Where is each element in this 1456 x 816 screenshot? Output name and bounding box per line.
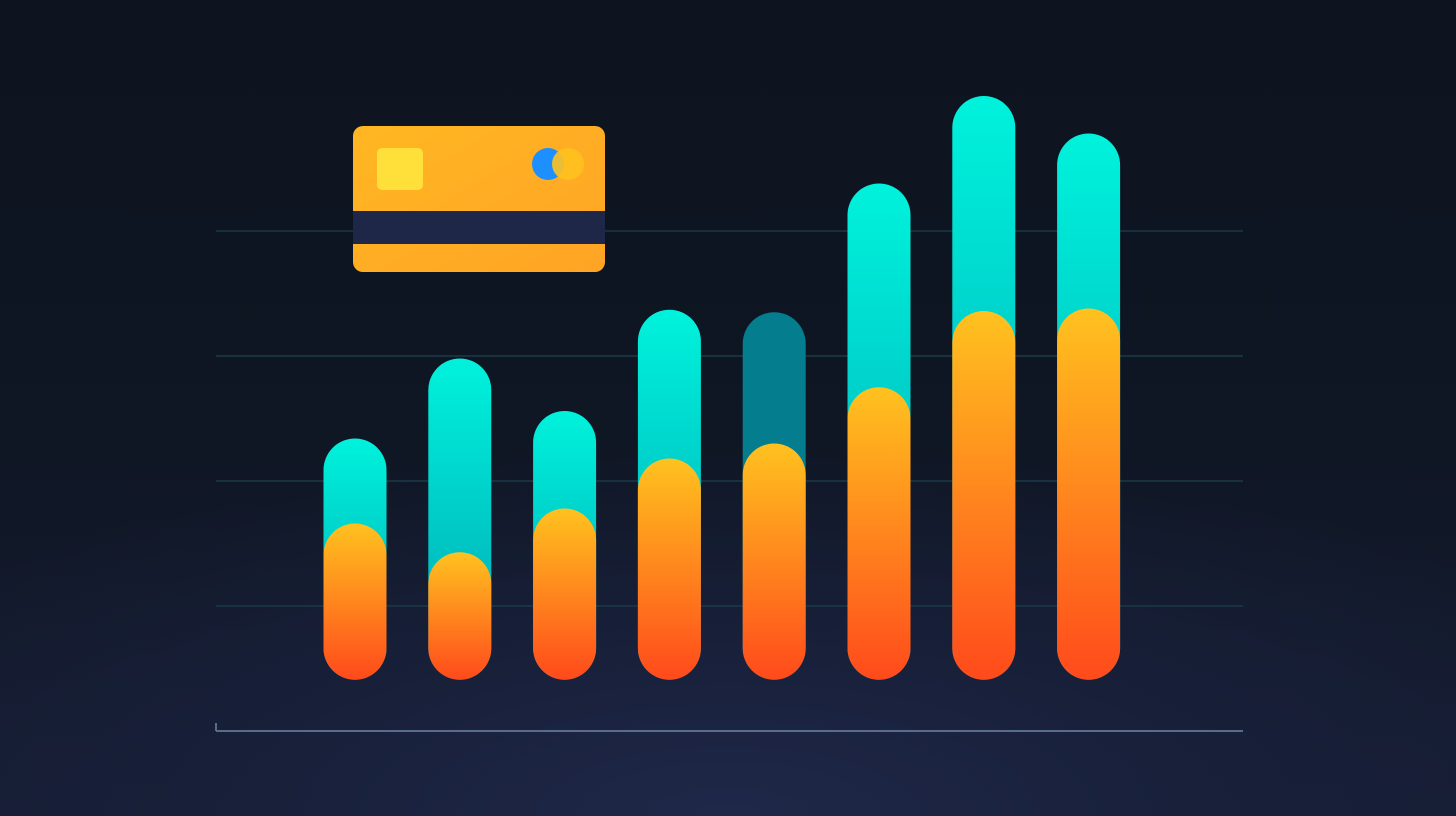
bar-orange-5 <box>742 443 806 680</box>
bar-orange-7 <box>952 311 1016 680</box>
card-stripe <box>353 211 605 244</box>
bar-orange-8 <box>1057 308 1121 680</box>
bar-orange-1 <box>323 523 387 680</box>
credit-card-icon <box>353 126 605 272</box>
card-logo-right <box>552 148 584 180</box>
bar-orange-3 <box>533 508 597 680</box>
bar-orange-6 <box>847 387 911 680</box>
bar-orange-4 <box>637 458 701 680</box>
card-chip <box>377 148 423 190</box>
bars <box>323 96 1121 680</box>
bar-orange-2 <box>428 552 492 680</box>
